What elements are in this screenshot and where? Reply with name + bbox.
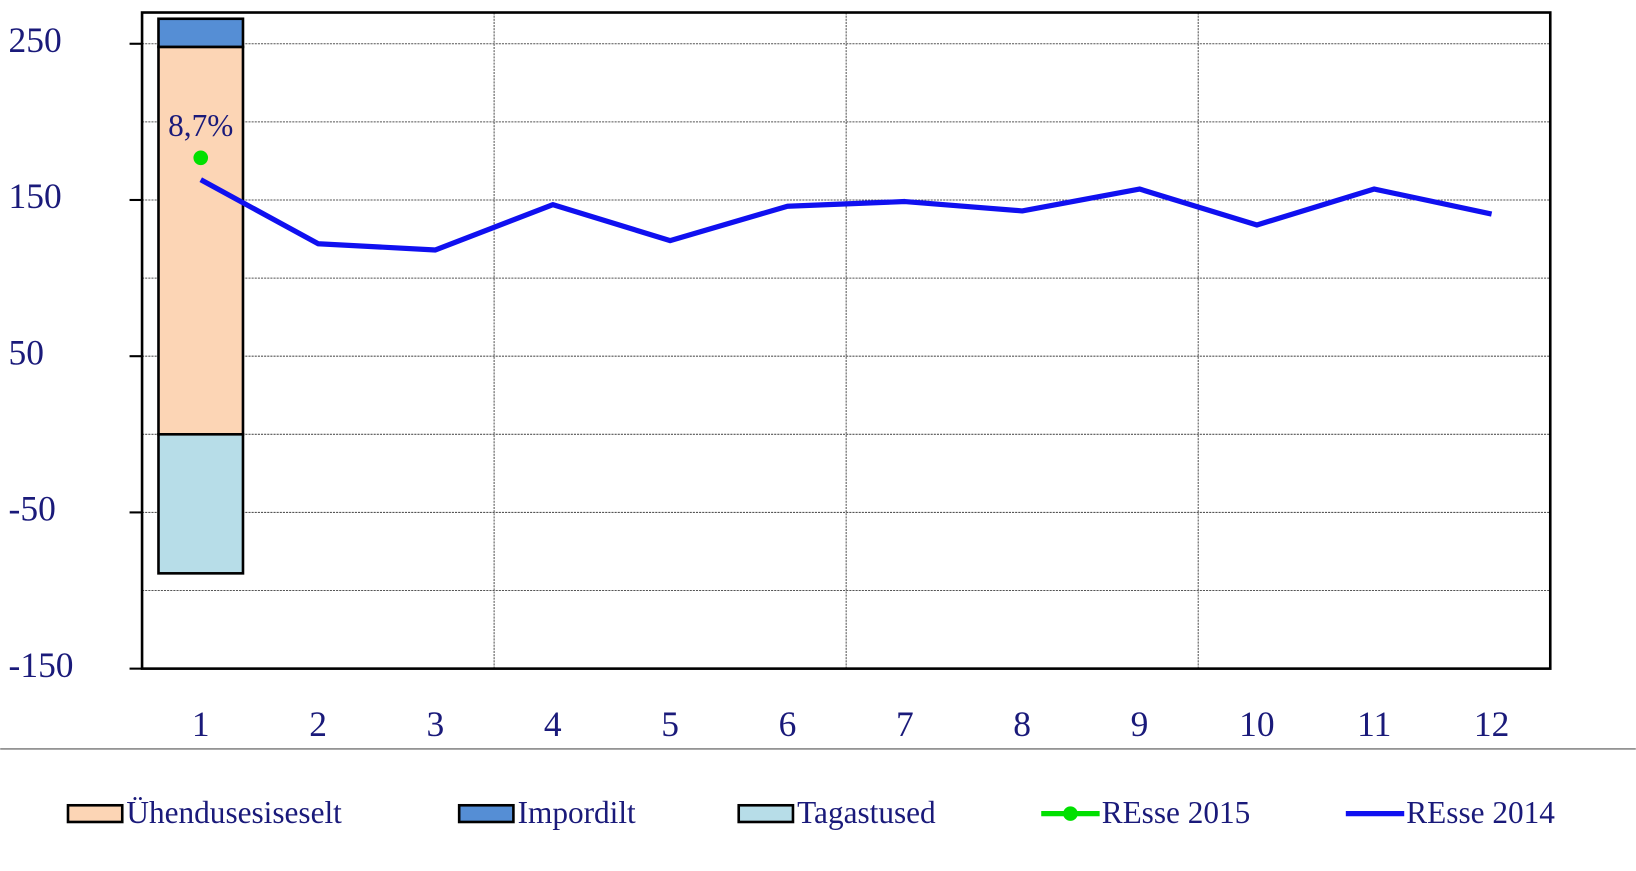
legend-swatch bbox=[66, 803, 124, 824]
x-tick-label: 9 bbox=[1131, 704, 1149, 744]
x-tick-label: 4 bbox=[544, 704, 562, 744]
legend-marker bbox=[1063, 806, 1078, 821]
y-tick-label: 250 bbox=[9, 20, 62, 60]
x-tick-label: 5 bbox=[661, 704, 679, 744]
x-tick-label: 7 bbox=[896, 704, 914, 744]
bar-segment bbox=[157, 45, 245, 436]
y-tick-label: -50 bbox=[9, 489, 56, 529]
legend-label: Impordilt bbox=[518, 795, 636, 830]
x-tick-label: 3 bbox=[427, 704, 445, 744]
legend-label: REsse 2015 bbox=[1102, 795, 1251, 830]
bar-segment bbox=[157, 17, 245, 49]
plot-frame bbox=[140, 11, 1552, 670]
legend-label: Ühendusesiseselt bbox=[126, 795, 342, 830]
x-tick-label: 8 bbox=[1013, 704, 1031, 744]
legend-label: Tagastused bbox=[797, 795, 936, 830]
x-tick-label: 10 bbox=[1239, 704, 1274, 744]
x-tick-label: 12 bbox=[1474, 704, 1509, 744]
line bbox=[199, 177, 1493, 253]
legend-swatch bbox=[457, 803, 515, 824]
point bbox=[193, 150, 209, 166]
legend-label: REsse 2014 bbox=[1406, 795, 1555, 830]
x-tick-label: 1 bbox=[192, 704, 210, 744]
legend-swatch bbox=[737, 803, 795, 824]
x-tick-label: 6 bbox=[779, 704, 797, 744]
x-tick-label: 11 bbox=[1357, 704, 1391, 744]
data-label: 8,7% bbox=[168, 108, 233, 143]
x-tick-label: 2 bbox=[309, 704, 327, 744]
y-tick-label: -150 bbox=[9, 645, 74, 685]
bar-segment bbox=[157, 433, 245, 575]
y-tick-label: 150 bbox=[9, 176, 62, 216]
y-tick-label: 50 bbox=[9, 332, 44, 372]
